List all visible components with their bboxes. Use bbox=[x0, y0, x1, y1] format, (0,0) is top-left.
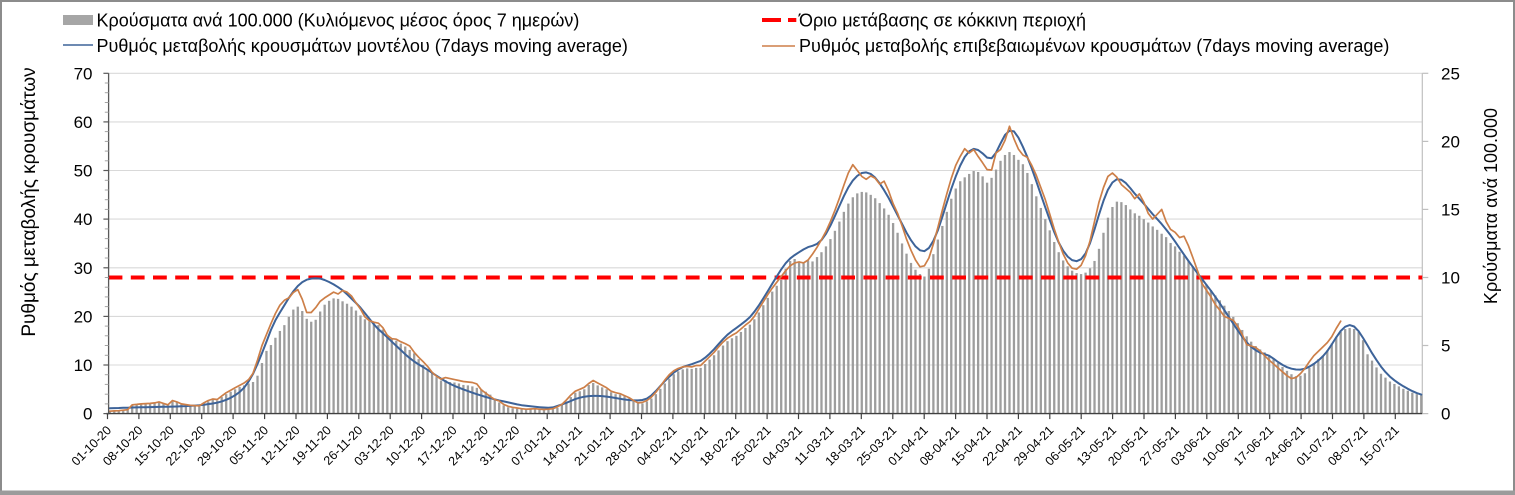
svg-text:Ρυθμός μεταβολής κρουσμάτων: Ρυθμός μεταβολής κρουσμάτων bbox=[19, 67, 40, 336]
svg-text:10: 10 bbox=[1441, 269, 1460, 288]
svg-text:50: 50 bbox=[74, 162, 93, 181]
svg-text:20: 20 bbox=[1441, 132, 1460, 151]
svg-text:15: 15 bbox=[1441, 200, 1460, 219]
svg-text:10: 10 bbox=[74, 356, 93, 375]
svg-text:Κρούσματα ανά 100.000: Κρούσματα ανά 100.000 bbox=[1481, 108, 1501, 304]
svg-text:40: 40 bbox=[74, 210, 93, 229]
svg-text:60: 60 bbox=[74, 113, 93, 132]
svg-text:0: 0 bbox=[83, 405, 92, 424]
svg-text:20: 20 bbox=[74, 307, 93, 326]
svg-text:Όριο μετάβασης σε κόκκινη περι: Όριο μετάβασης σε κόκκινη περιοχή bbox=[798, 11, 1086, 31]
svg-text:70: 70 bbox=[74, 64, 93, 83]
svg-text:30: 30 bbox=[74, 259, 93, 278]
svg-text:Ρυθμός μεταβολής κρουσμάτων μο: Ρυθμός μεταβολής κρουσμάτων μοντέλου (7d… bbox=[97, 36, 628, 56]
svg-text:Κρούσματα ανά 100.000 (Κυλιόμε: Κρούσματα ανά 100.000 (Κυλιόμενος μέσος … bbox=[97, 11, 580, 31]
svg-text:0: 0 bbox=[1441, 405, 1450, 424]
svg-text:5: 5 bbox=[1441, 337, 1450, 356]
svg-text:Ρυθμός μεταβολής επιβεβαιωμένω: Ρυθμός μεταβολής επιβεβαιωμένων κρουσμάτ… bbox=[799, 36, 1389, 56]
svg-text:25: 25 bbox=[1441, 64, 1460, 83]
